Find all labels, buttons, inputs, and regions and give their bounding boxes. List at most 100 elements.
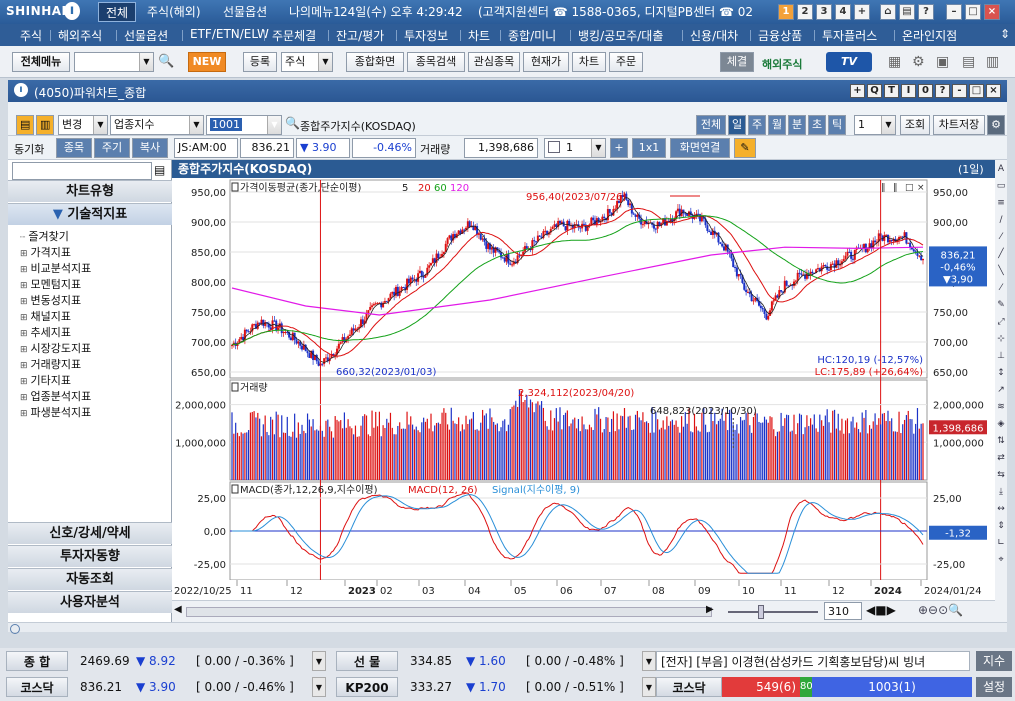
window-1-button[interactable]: 1 bbox=[778, 4, 794, 20]
add-button[interactable]: + bbox=[610, 138, 628, 158]
window-control-button-1[interactable]: Q bbox=[867, 84, 882, 98]
drawing-tool-icon-21[interactable]: ⇕ bbox=[997, 521, 1005, 531]
window-control-button-2[interactable]: T bbox=[884, 84, 899, 98]
scroll-right-icon[interactable]: ▶ bbox=[706, 604, 714, 615]
tree-item-6[interactable]: ⊞ 추세지표 bbox=[20, 324, 71, 340]
drawing-tool-icon-0[interactable]: A bbox=[997, 164, 1005, 174]
playback-controls-icon[interactable]: ◀■▶ bbox=[866, 603, 896, 617]
user-analysis-header[interactable]: 사용자분석 bbox=[8, 591, 172, 613]
chevron-down-icon[interactable]: ▼ bbox=[93, 116, 107, 134]
summary-screen-button[interactable]: 종합화면 bbox=[346, 52, 404, 72]
overseas-stock-link[interactable]: 해외주식 bbox=[762, 58, 803, 71]
pencil-icon[interactable]: ✎ bbox=[734, 138, 756, 158]
auto-lookup-header[interactable]: 자동조회 bbox=[8, 568, 172, 590]
period-tab-0[interactable]: 전체 bbox=[696, 115, 726, 135]
news-ticker[interactable]: [전자] [부음] 이경현(삼성카드 기획홍보담당)씨 빙녀 bbox=[656, 651, 970, 671]
drawing-tool-icon-9[interactable]: ⤢ bbox=[997, 317, 1005, 327]
zoom-icons[interactable]: ⊕⊖⊙🔍 bbox=[918, 603, 964, 617]
tree-expand-icon[interactable]: ⊞ bbox=[20, 265, 28, 275]
sync-copy-tab[interactable]: 복사 bbox=[132, 138, 168, 158]
drawing-tool-icon-15[interactable]: ◈ bbox=[997, 419, 1005, 429]
drawing-tool-icon-3[interactable]: ∕ bbox=[999, 215, 1003, 225]
menu-search-input[interactable]: ▼ bbox=[74, 52, 154, 72]
window-control-button-5[interactable]: ? bbox=[935, 84, 950, 98]
order-button[interactable]: 주문 bbox=[609, 52, 643, 72]
menu-item-2[interactable]: 선물옵션 bbox=[124, 29, 169, 43]
drawing-tool-icon-8[interactable]: ✎ bbox=[997, 300, 1005, 310]
menu-item-13[interactable]: 온라인지점 bbox=[902, 29, 958, 43]
menu-item-11[interactable]: 금융상품 bbox=[758, 29, 803, 43]
count-select[interactable]: 1 ▼ bbox=[544, 138, 606, 158]
lookup-button[interactable]: 조회 bbox=[900, 115, 930, 135]
fill-button[interactable]: 체결 bbox=[720, 52, 754, 72]
tree-expand-icon[interactable]: ⊞ bbox=[20, 297, 28, 307]
screen-icon[interactable]: ▥ bbox=[986, 54, 1000, 70]
tree-expand-icon[interactable]: ⊞ bbox=[20, 313, 28, 323]
tree-item-0[interactable]: ┈ 즐겨찾기 bbox=[20, 228, 69, 244]
checkbox[interactable] bbox=[548, 141, 560, 153]
tree-item-2[interactable]: ⊞ 비교분석지표 bbox=[20, 260, 91, 276]
drawing-tool-icon-17[interactable]: ⇄ bbox=[997, 453, 1005, 463]
stock-select[interactable]: 주식 ▼ bbox=[281, 52, 333, 72]
chart-button[interactable]: 차트 bbox=[572, 52, 606, 72]
tab-my-menu[interactable]: 나의메뉴1 bbox=[289, 5, 341, 19]
scroll-left-icon[interactable]: ◀ bbox=[174, 604, 182, 615]
tree-item-10[interactable]: ⊞ 업종분석지표 bbox=[20, 388, 91, 404]
screen-link-button[interactable]: 화면연결 bbox=[670, 138, 730, 158]
window-add-button[interactable]: + bbox=[854, 4, 870, 20]
chevron-down-icon[interactable]: ▼ bbox=[318, 53, 332, 71]
window-list-icon[interactable]: ▤ bbox=[962, 54, 976, 70]
menu-item-5[interactable]: 잔고/평가 bbox=[336, 29, 385, 43]
tree-item-4[interactable]: ⊞ 변동성지표 bbox=[20, 292, 81, 308]
window-control-button-3[interactable]: I bbox=[901, 84, 916, 98]
window-control-button-4[interactable]: 0 bbox=[918, 84, 933, 98]
window-2-button[interactable]: 2 bbox=[797, 4, 813, 20]
period-tab-5[interactable]: 초 bbox=[808, 115, 826, 135]
window-3-button[interactable]: 3 bbox=[816, 4, 832, 20]
chevron-down-icon[interactable]: ▼ bbox=[267, 116, 281, 134]
close-icon[interactable]: × bbox=[984, 4, 1000, 20]
signal-header[interactable]: 신호/강세/약세 bbox=[8, 522, 172, 544]
period-tab-2[interactable]: 주 bbox=[748, 115, 766, 135]
bars-count-input[interactable]: 310 bbox=[824, 602, 862, 620]
menu-item-6[interactable]: 투자정보 bbox=[404, 29, 449, 43]
layout-toggle-icon[interactable]: ▤ bbox=[16, 115, 34, 135]
menu-item-1[interactable]: 해외주식 bbox=[58, 29, 103, 43]
tree-item-5[interactable]: ⊞ 채널지표 bbox=[20, 308, 71, 324]
window-control-button-8[interactable]: × bbox=[986, 84, 1001, 98]
tree-item-7[interactable]: ⊞ 시장강도지표 bbox=[20, 340, 91, 356]
menu-item-8[interactable]: 종합/미니 bbox=[508, 29, 557, 43]
window-control-button-6[interactable]: - bbox=[952, 84, 967, 98]
code-input[interactable]: 1001 ▼ bbox=[206, 115, 282, 135]
tv-button[interactable]: TV bbox=[826, 52, 872, 72]
drawing-tool-icon-11[interactable]: ⊥ bbox=[997, 351, 1005, 361]
menu-item-12[interactable]: 투자플러스 bbox=[822, 29, 878, 43]
investor-trend-header[interactable]: 투자자동향 bbox=[8, 545, 172, 567]
tree-item-11[interactable]: ⊞ 파생분석지표 bbox=[20, 404, 91, 420]
menu-item-7[interactable]: 차트 bbox=[468, 29, 491, 43]
drawing-tool-icon-1[interactable]: ▭ bbox=[996, 181, 1006, 191]
window-control-button-0[interactable]: + bbox=[850, 84, 865, 98]
chevron-down-icon[interactable]: ▼ bbox=[642, 677, 656, 697]
all-menu-button[interactable]: 전체메뉴 bbox=[12, 52, 70, 72]
chart-scrollbar[interactable] bbox=[186, 607, 712, 617]
drawing-tool-icon-20[interactable]: ↔ bbox=[997, 504, 1005, 514]
drawing-tool-icon-4[interactable]: ⁄ bbox=[1000, 232, 1002, 242]
chevron-down-icon[interactable]: ▼ bbox=[139, 53, 153, 71]
tree-expand-icon[interactable]: ⊞ bbox=[20, 377, 28, 387]
tree-expand-icon[interactable]: ⊞ bbox=[20, 345, 28, 355]
print-icon[interactable]: ▤ bbox=[899, 4, 915, 20]
period-tab-3[interactable]: 월 bbox=[768, 115, 786, 135]
layout-icon[interactable]: ▣ bbox=[936, 54, 950, 70]
chevron-down-icon[interactable]: ▼ bbox=[591, 139, 605, 157]
tree-expand-icon[interactable]: ⊞ bbox=[20, 281, 28, 291]
indicator-search-input[interactable] bbox=[12, 162, 152, 180]
period-tab-1[interactable]: 일 bbox=[728, 115, 746, 135]
drawing-tool-icon-16[interactable]: ⇅ bbox=[997, 436, 1005, 446]
tab-stock-overseas[interactable]: 주식(해외) bbox=[147, 5, 201, 19]
tree-expand-icon[interactable]: ⊞ bbox=[20, 329, 28, 339]
price-chart[interactable]: 종합주가지수(KOSDAQ) (1일) 950,00 950,00 900,00 90… bbox=[172, 160, 995, 600]
stock-search-button[interactable]: 종목검색 bbox=[407, 52, 465, 72]
help-icon[interactable]: ? bbox=[918, 4, 934, 20]
sync-period-tab[interactable]: 주기 bbox=[94, 138, 130, 158]
